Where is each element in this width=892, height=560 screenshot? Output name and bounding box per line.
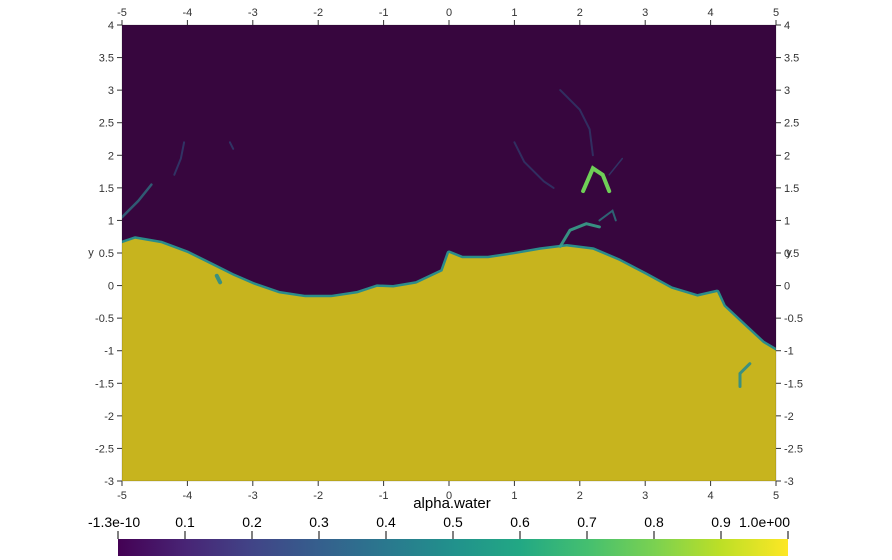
x-tick-label-top: -5: [117, 7, 127, 19]
y-axis-label-left: y: [88, 247, 94, 259]
y-tick-label-left: -0.5: [95, 313, 114, 325]
x-tick-label-bottom: 0: [446, 490, 452, 502]
x-tick-label-top: -3: [248, 7, 258, 19]
colorbar-tick-label: 0.7: [577, 514, 597, 530]
y-tick-label-left: -3: [104, 476, 114, 488]
y-tick-label-left: -2.5: [95, 443, 114, 455]
spray-strand: [173, 141, 186, 176]
plot-area: [122, 25, 776, 481]
y-tick-label-left: 4: [108, 20, 114, 32]
colorbar-tick-label: -1.3e-10: [88, 514, 140, 530]
y-axis-left: -3 -2.5 -2 -1.5 -1 -0.5 0 0.5 1 1.5 2 2.5 3 3.5 4: [95, 20, 122, 488]
y-tick-label-left: 2.5: [99, 118, 114, 130]
y-tick-label-right: -3: [784, 476, 794, 488]
spray-strand: [598, 209, 617, 222]
y-tick-label-right: 2: [784, 150, 790, 162]
y-tick-label-right: -1: [784, 346, 794, 358]
colorbar: alpha.water -1.3e-10 0.1 0.2 0.3 0.4 0.5 0.6 0.…: [88, 495, 790, 556]
spray-strand: [608, 157, 624, 176]
spray-strand: [581, 165, 612, 194]
x-tick-label-bottom: 4: [708, 490, 714, 502]
x-tick-label-bottom: -3: [248, 490, 258, 502]
x-tick-label-bottom: -1: [379, 490, 389, 502]
y-tick-label-right: -2: [784, 411, 794, 423]
x-tick-label-bottom: -5: [117, 490, 127, 502]
x-tick-label-bottom: 3: [642, 490, 648, 502]
spray-strand: [513, 141, 555, 189]
x-tick-label-top: -2: [313, 7, 323, 19]
colorbar-tick-label: 0.1: [175, 514, 195, 530]
y-tick-label-left: -2: [104, 411, 114, 423]
x-tick-label-bottom: 1: [511, 490, 517, 502]
y-tick-label-left: 0.5: [99, 248, 114, 260]
y-tick-label-right: 3.5: [784, 53, 799, 65]
x-axis-bottom: -5 -4 -3 -2 -1 0 1 2 3 4 5: [117, 481, 779, 502]
colorbar-tick-label: 0.8: [644, 514, 664, 530]
y-tick-label-right: 2.5: [784, 118, 799, 130]
x-tick-label-top: 2: [577, 7, 583, 19]
y-tick-label-right: -0.5: [784, 313, 803, 325]
y-tick-label-left: -1.5: [95, 378, 114, 390]
colorbar-tick-label: 0.4: [376, 514, 396, 530]
y-tick-label-right: 4: [784, 20, 790, 32]
colorbar-tick-label: 0.2: [242, 514, 262, 530]
y-tick-label-right: 0: [784, 281, 790, 293]
x-tick-label-top: 0: [446, 7, 452, 19]
spray-strand: [559, 89, 594, 157]
y-axis-label-right: y: [786, 247, 792, 259]
x-tick-label-top: -1: [379, 7, 389, 19]
x-tick-label-top: 5: [773, 7, 779, 19]
y-tick-label-left: 2: [108, 150, 114, 162]
x-tick-label-bottom: -4: [183, 490, 193, 502]
y-tick-label-right: 3: [784, 85, 790, 97]
y-tick-label-right: -1.5: [784, 378, 803, 390]
x-tick-label-bottom: 2: [577, 490, 583, 502]
x-tick-label-top: 4: [708, 7, 714, 19]
water-region: [122, 238, 776, 481]
colorbar-title: alpha.water: [413, 495, 491, 512]
y-tick-label-right: 1.5: [784, 183, 799, 195]
y-tick-label-right: 1: [784, 215, 790, 227]
spray-strand: [738, 362, 752, 388]
x-tick-label-top: -4: [183, 7, 193, 19]
colorbar-tick-label: 0.3: [309, 514, 329, 530]
y-tick-label-right: -2.5: [784, 443, 803, 455]
y-tick-label-left: 3.5: [99, 53, 114, 65]
y-tick-label-left: 1.5: [99, 183, 114, 195]
spray-strand: [558, 222, 601, 248]
y-tick-label-left: 3: [108, 85, 114, 97]
colorbar-tick-label: 1.0e+00: [739, 514, 790, 530]
x-tick-label-bottom: -2: [313, 490, 323, 502]
x-tick-label-bottom: 5: [773, 490, 779, 502]
colorbar-tick-label: 0.6: [510, 514, 530, 530]
colorbar-gradient: [118, 539, 788, 556]
y-tick-label-left: -1: [104, 346, 114, 358]
x-tick-label-top: 3: [642, 7, 648, 19]
x-axis-top: -5 -4 -3 -2 -1 0 1 2 3 4 5: [117, 7, 779, 25]
y-axis-right: -3 -2.5 -2 -1.5 -1 -0.5 0 0.5 1 1.5 2 2.5 3 3.5 4: [776, 20, 803, 488]
spray-strand: [122, 183, 153, 219]
colorbar-tick-label: 0.5: [443, 514, 463, 530]
y-tick-label-left: 1: [108, 215, 114, 227]
colorbar-tick-label: 0.9: [711, 514, 731, 530]
spray-strand: [228, 141, 235, 150]
x-tick-label-top: 1: [511, 7, 517, 19]
colorbar-ticks: -1.3e-10 0.1 0.2 0.3 0.4 0.5 0.6 0.7 0.8 0.9 1.0e+…: [88, 514, 790, 539]
y-tick-label-left: 0: [108, 281, 114, 293]
spray-droplets: [122, 89, 752, 388]
spray-strand: [214, 273, 223, 285]
y-tick-label-right: 0.5: [784, 248, 799, 260]
